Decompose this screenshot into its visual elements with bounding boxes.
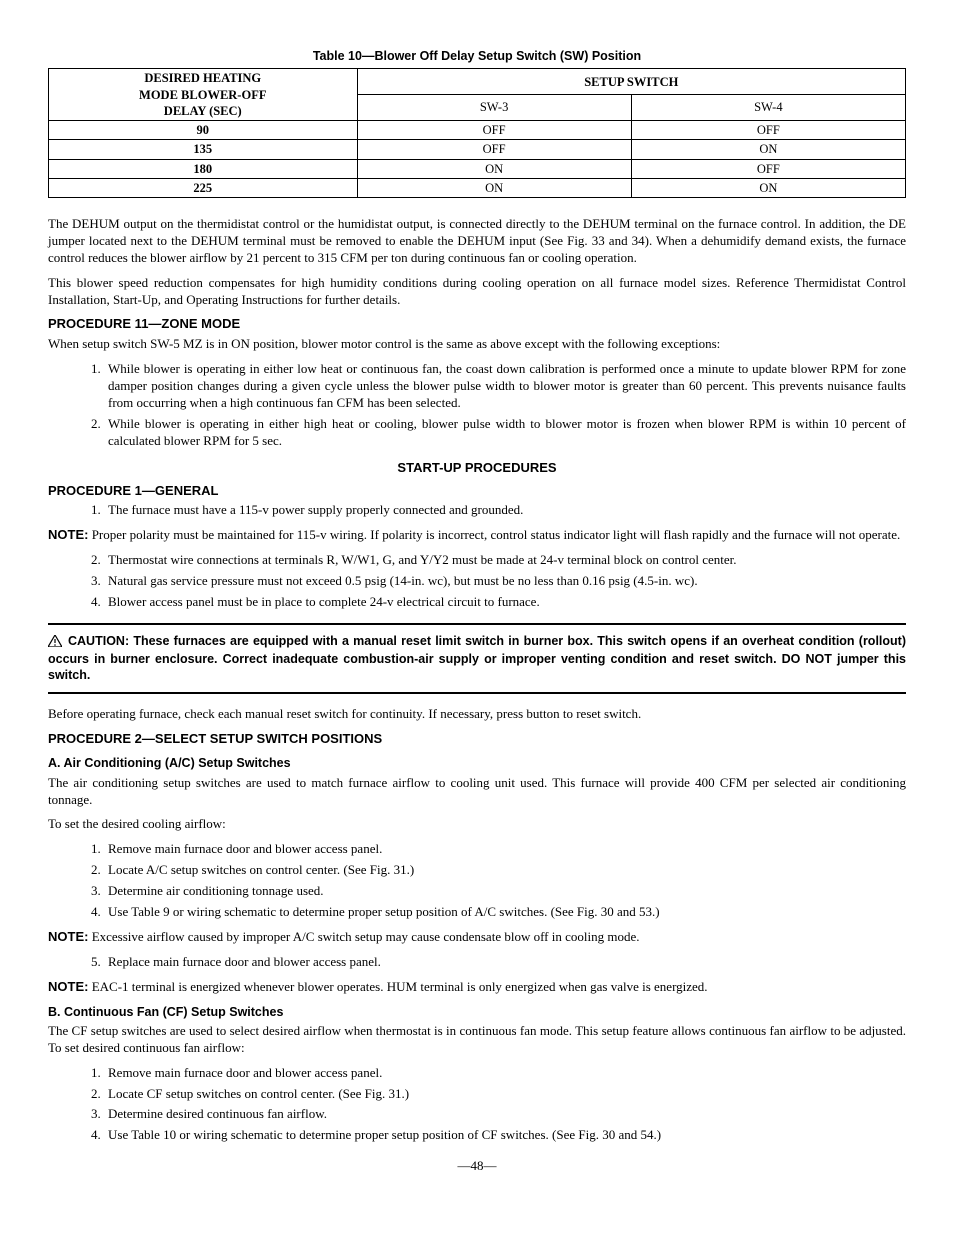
note-body: EAC-1 terminal is energized whenever blo… [88,979,707,994]
list-item: Remove main furnace door and blower acce… [104,1065,906,1082]
procedure-2-heading: PROCEDURE 2—SELECT SETUP SWITCH POSITION… [48,731,906,748]
note-label: NOTE: [48,527,88,542]
body-paragraph: The DEHUM output on the thermidistat con… [48,216,906,267]
startup-heading: START-UP PROCEDURES [48,460,906,477]
list-item: Use Table 10 or wiring schematic to dete… [104,1127,906,1144]
body-paragraph: To set the desired cooling airflow: [48,816,906,833]
section-a-list: Remove main furnace door and blower acce… [48,841,906,921]
list-item: Determine desired continuous fan airflow… [104,1106,906,1123]
table-subheader-sw4: SW-4 [631,95,905,121]
note-paragraph: NOTE: Proper polarity must be maintained… [48,527,906,544]
table-row: 135 OFF ON [49,140,906,159]
section-b-heading: B. Continuous Fan (CF) Setup Switches [48,1004,906,1020]
note-paragraph: NOTE: Excessive airflow caused by improp… [48,929,906,946]
caution-body: These furnaces are equipped with a manua… [48,634,906,683]
cell-delay: 225 [49,178,358,197]
cell-sw4: OFF [631,159,905,178]
caution-block: CAUTION: These furnaces are equipped wit… [48,623,906,694]
body-paragraph: When setup switch SW-5 MZ is in ON posit… [48,336,906,353]
list-item: Remove main furnace door and blower acce… [104,841,906,858]
cell-sw4: ON [631,140,905,159]
list-item: Locate CF setup switches on control cent… [104,1086,906,1103]
procedure-1-heading: PROCEDURE 1—GENERAL [48,483,906,500]
header-line2: MODE BLOWER-OFF [139,88,266,102]
note-body: Proper polarity must be maintained for 1… [88,527,900,542]
table-subheader-sw3: SW-3 [357,95,631,121]
cell-sw4: ON [631,178,905,197]
table-title: Table 10—Blower Off Delay Setup Switch (… [48,48,906,64]
cell-delay: 135 [49,140,358,159]
procedure-1-list-a: The furnace must have a 115-v power supp… [48,502,906,519]
list-item: Locate A/C setup switches on control cen… [104,862,906,879]
table-row: 90 OFF OFF [49,121,906,140]
note-label: NOTE: [48,929,88,944]
cell-sw3: ON [357,178,631,197]
table-row: 225 ON ON [49,178,906,197]
list-item: Thermostat wire connections at terminals… [104,552,906,569]
procedure-11-list: While blower is operating in either low … [48,361,906,449]
note-body: Excessive airflow caused by improper A/C… [88,929,639,944]
cell-sw4: OFF [631,121,905,140]
procedure-1-list-b: Thermostat wire connections at terminals… [48,552,906,611]
cell-delay: 180 [49,159,358,178]
table-row: 180 ON OFF [49,159,906,178]
section-a-list-cont: Replace main furnace door and blower acc… [48,954,906,971]
body-paragraph: This blower speed reduction compensates … [48,275,906,309]
setup-switch-table: DESIRED HEATING MODE BLOWER-OFF DELAY (S… [48,68,906,198]
section-a-heading: A. Air Conditioning (A/C) Setup Switches [48,755,906,771]
table-header-delay: DESIRED HEATING MODE BLOWER-OFF DELAY (S… [49,69,358,121]
section-b-list: Remove main furnace door and blower acce… [48,1065,906,1145]
cell-sw3: ON [357,159,631,178]
list-item: The furnace must have a 115-v power supp… [104,502,906,519]
list-item: While blower is operating in either high… [104,416,906,450]
header-line1: DESIRED HEATING [144,71,261,85]
body-paragraph: The CF setup switches are used to select… [48,1023,906,1057]
table-header-setup-switch: SETUP SWITCH [357,69,905,95]
list-item: Replace main furnace door and blower acc… [104,954,906,971]
caution-label: CAUTION: [68,634,129,648]
list-item: Use Table 9 or wiring schematic to deter… [104,904,906,921]
body-paragraph: The air conditioning setup switches are … [48,775,906,809]
cell-delay: 90 [49,121,358,140]
list-item: While blower is operating in either low … [104,361,906,412]
procedure-11-heading: PROCEDURE 11—ZONE MODE [48,316,906,333]
body-paragraph: Before operating furnace, check each man… [48,706,906,723]
list-item: Determine air conditioning tonnage used. [104,883,906,900]
cell-sw3: OFF [357,121,631,140]
warning-icon [48,635,62,651]
page-number: —48— [48,1158,906,1175]
header-line3: DELAY (SEC) [164,104,242,118]
list-item: Natural gas service pressure must not ex… [104,573,906,590]
list-item: Blower access panel must be in place to … [104,594,906,611]
note-label: NOTE: [48,979,88,994]
note-paragraph: NOTE: EAC-1 terminal is energized whenev… [48,979,906,996]
cell-sw3: OFF [357,140,631,159]
